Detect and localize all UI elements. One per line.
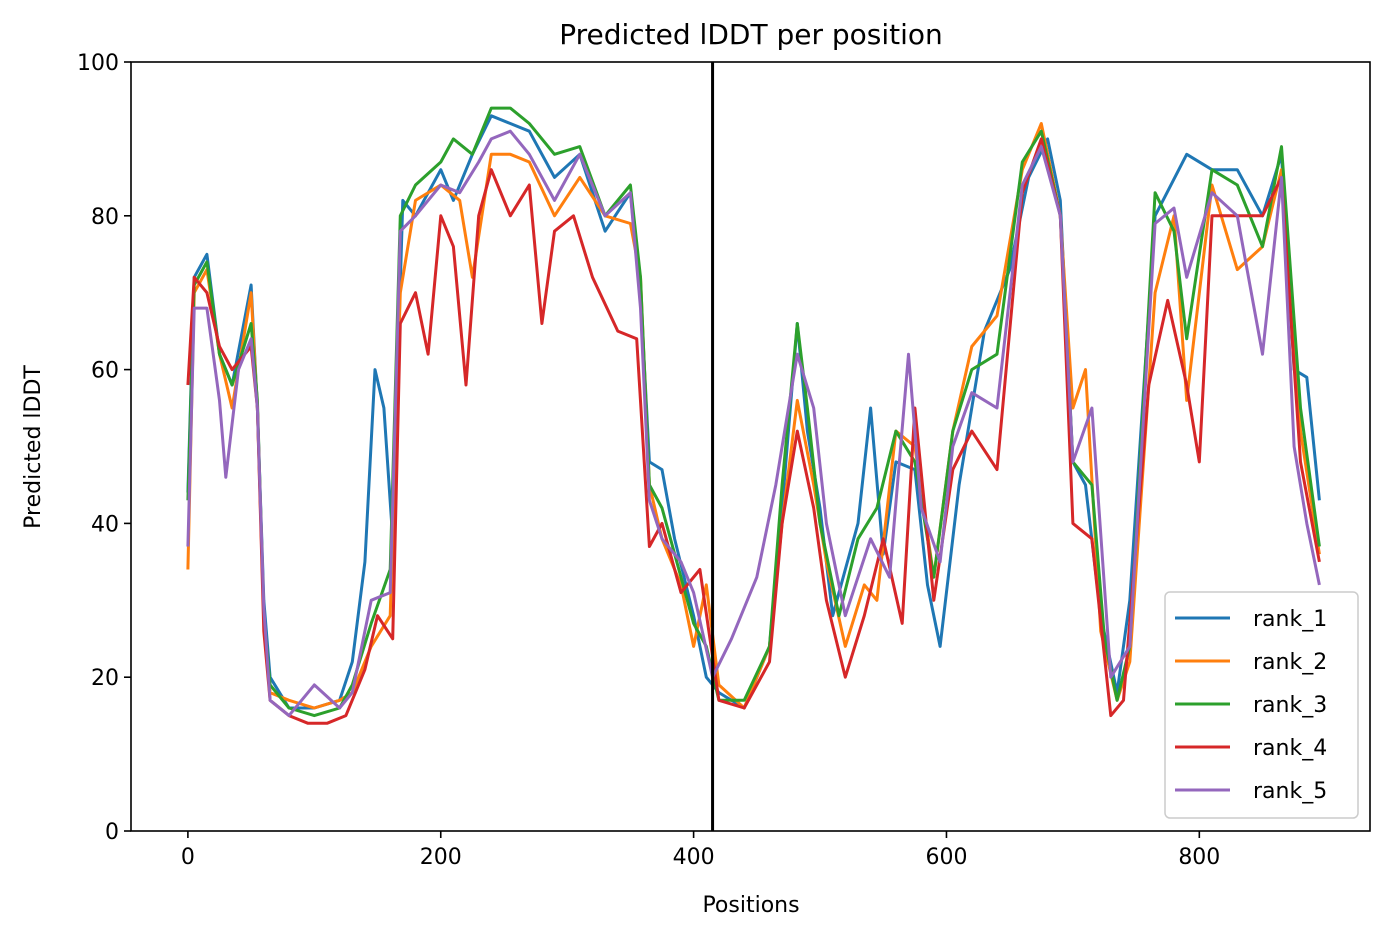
series-line-rank_1 [186,114,1321,710]
legend-label-rank_2: rank_2 [1253,650,1327,675]
legend-label-rank_4: rank_4 [1253,736,1327,761]
legend-box [1164,591,1359,819]
y-axis: 0 20 40 60 80 100 [77,51,131,845]
chart-title: Predicted lDDT per position [559,18,943,51]
y-tick-label: 20 [91,666,119,691]
x-tick-label: 600 [925,845,967,870]
y-tick-label: 60 [91,359,119,384]
series-line-rank_4 [186,137,1321,725]
legend: rank_1 rank_2 rank_3 rank_4 rank_5 [1164,591,1359,819]
x-tick-label: 400 [673,845,715,870]
y-axis-label: Predicted lDDT [21,365,46,529]
series-line-rank_5 [186,129,1321,718]
legend-label-rank_5: rank_5 [1253,779,1327,804]
plot-lines [186,106,1321,725]
plot-frame [130,61,1371,832]
x-axis: 0 200 400 600 800 [181,831,1220,870]
y-tick-label: 0 [105,820,119,845]
y-tick-label: 40 [91,512,119,537]
legend-label-rank_1: rank_1 [1253,607,1327,632]
y-tick-label: 80 [91,205,119,230]
x-tick-label: 800 [1178,845,1220,870]
legend-label-rank_3: rank_3 [1253,693,1327,718]
x-tick-label: 200 [420,845,462,870]
x-axis-label: Positions [702,893,799,918]
y-tick-label: 100 [77,51,119,76]
x-tick-label: 0 [181,845,195,870]
